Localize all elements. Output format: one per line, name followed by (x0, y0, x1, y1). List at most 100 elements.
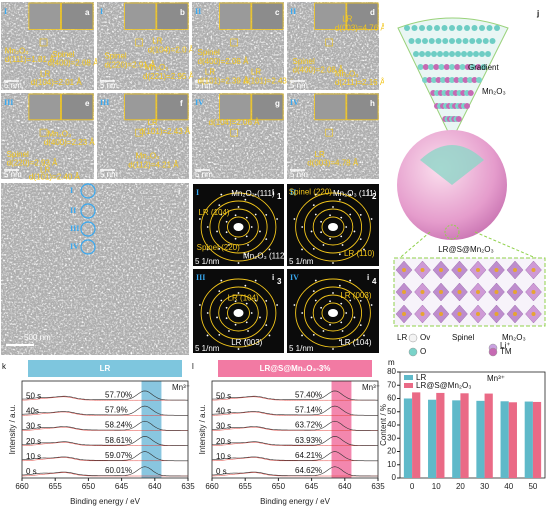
diffraction-spot (341, 330, 344, 332)
diffraction-spot (220, 299, 223, 302)
d-spacing-label: d(221)=2.95 Å (143, 72, 195, 81)
inset (156, 2, 189, 30)
spectrum-trace (21, 390, 188, 401)
d-spacing-label: d(400)=2.08 Å (198, 57, 250, 66)
atom (420, 312, 425, 316)
beam-stop (328, 309, 338, 317)
diffraction-spot (247, 244, 249, 246)
time-label: 10 s (216, 452, 231, 461)
atom (422, 64, 429, 70)
plane-label: Spinel (220) (289, 187, 332, 196)
atom (453, 77, 460, 83)
atom (449, 51, 455, 57)
y-axis-label: Intensity / a.u. (198, 405, 207, 455)
region-marker (80, 203, 96, 219)
x-tick-label: 655 (239, 482, 253, 491)
diffraction-spot (206, 226, 209, 228)
inset (124, 93, 157, 121)
d-spacing-label: LR (40, 166, 50, 175)
spectrum-trace (21, 451, 188, 462)
inset (346, 93, 379, 121)
diffraction-spot (301, 226, 304, 228)
plane-label: LR (110) (344, 249, 375, 258)
atom (476, 268, 480, 272)
schematic-text: Mn₂O₃ (482, 87, 506, 96)
scale-label: 5 nm (290, 170, 308, 179)
y-tick-label: 60 (387, 394, 396, 403)
diffraction-spot (244, 198, 247, 201)
d-spacing-label: LR (205, 68, 215, 77)
region-numeral: III (4, 98, 13, 107)
atom (489, 38, 496, 44)
region-numeral: III (100, 98, 109, 107)
diffraction-spot (340, 216, 343, 219)
diffraction-spot (206, 312, 209, 314)
diffraction-spot (259, 230, 261, 233)
percent-label: 58.24% (105, 421, 132, 430)
time-label: 50 s (216, 391, 231, 400)
x-tick-label: 20 (456, 482, 465, 491)
inset (314, 2, 347, 30)
d-spacing-label: Spinel (7, 150, 29, 159)
diffraction-spot (312, 247, 315, 250)
time-label: 50 s (26, 391, 41, 400)
diffraction-spot (206, 334, 209, 337)
y-tick-label: 40 (387, 420, 396, 429)
spectrum-trace (21, 405, 188, 416)
atom (434, 25, 440, 31)
d-spacing-label: d(104)=2.06 Å (209, 118, 261, 127)
diffraction-ring (312, 294, 354, 332)
time-label: 30 s (26, 422, 41, 431)
atom (494, 268, 499, 272)
x-tick-label: 640 (338, 482, 352, 491)
diffraction-spot (234, 214, 237, 217)
atom (411, 25, 418, 31)
diffraction-spot (265, 213, 268, 216)
diffraction-spot (225, 306, 228, 309)
diffraction-spot (220, 193, 223, 196)
diffraction-spot (245, 321, 248, 324)
panel-label: a (85, 8, 90, 17)
y-tick-label: 10 (387, 460, 396, 469)
atom (420, 290, 425, 294)
diffraction-spot (349, 213, 352, 216)
atom (476, 290, 480, 294)
atom (471, 77, 478, 83)
fit-curve (212, 457, 378, 462)
diffraction-spot (320, 306, 323, 309)
panel-label: i (367, 188, 369, 197)
x-tick-label: 640 (148, 482, 162, 491)
roi-box (230, 38, 238, 47)
legend-text: Ov (420, 333, 430, 342)
fit-curve (22, 457, 188, 462)
atom (457, 290, 462, 294)
plane-label: Mn₂O₃ (111) (231, 189, 275, 198)
diffraction-spot (314, 193, 317, 196)
title-bar (218, 360, 372, 377)
panel-label: l (192, 362, 194, 371)
diffraction-ring (200, 278, 277, 348)
x-tick-label: 650 (272, 482, 286, 491)
band (331, 381, 352, 478)
diffraction-spot (293, 304, 296, 306)
diffraction-spot (345, 312, 348, 314)
d-spacing-label: d(101)=2.43 Å (139, 127, 191, 136)
fit-curve (211, 426, 378, 431)
panel-index: 2 (372, 192, 377, 201)
y-tick-label: 70 (387, 380, 396, 389)
atom (531, 312, 536, 316)
d-spacing-label: d(400)=2.08 Å (293, 66, 345, 75)
panel-label: d (370, 8, 375, 17)
time-label: 20 s (26, 437, 41, 446)
atom (476, 312, 480, 316)
d-spacing-label: Mn₂O₃ (48, 129, 72, 138)
atom (467, 51, 473, 57)
region-marker (80, 221, 96, 237)
plane-label: LR (003) (340, 291, 371, 300)
x-tick-label: 30 (480, 482, 489, 491)
d-spacing-label: Spinel (52, 50, 74, 59)
inset (219, 2, 252, 30)
diffraction-spot (244, 284, 247, 287)
diffraction-spot (206, 248, 209, 251)
bar (484, 393, 493, 478)
